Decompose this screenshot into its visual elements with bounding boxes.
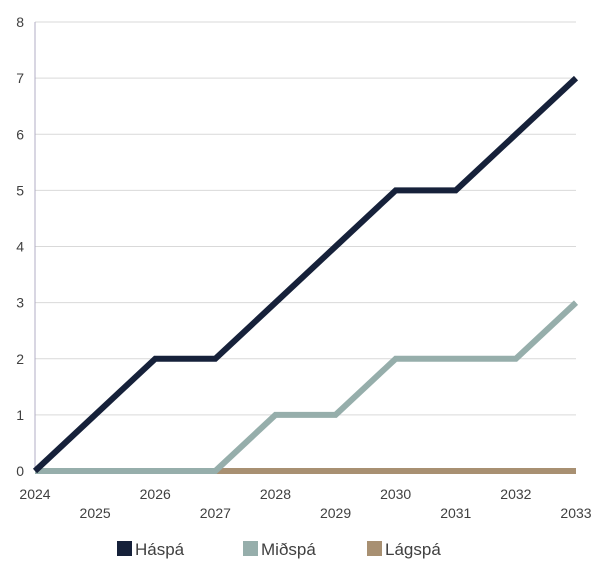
legend-swatch: [243, 541, 258, 556]
x-tick-label: 2026: [140, 486, 171, 502]
x-tick-label: 2024: [19, 486, 50, 502]
legend-label: Háspá: [135, 540, 185, 559]
y-tick-label: 5: [16, 182, 24, 198]
y-tick-label: 2: [16, 351, 24, 367]
legend-swatch: [367, 541, 382, 556]
series-line-1: [32, 75, 579, 474]
y-tick-label: 3: [16, 295, 24, 311]
x-tick-label: 2028: [260, 486, 291, 502]
x-tick-label: 2027: [200, 505, 231, 521]
y-tick-label: 0: [16, 463, 24, 479]
x-tick-label: 2033: [560, 505, 591, 521]
x-tick-label: 2025: [80, 505, 111, 521]
x-tick-label: 2030: [380, 486, 411, 502]
x-tick-label: 2032: [500, 486, 531, 502]
x-tick-label: 2029: [320, 505, 351, 521]
legend-swatch: [117, 541, 132, 556]
y-tick-label: 1: [16, 407, 24, 423]
y-tick-label: 8: [16, 14, 24, 30]
series-line-2: [35, 300, 579, 474]
legend-label: Miðspá: [261, 540, 316, 559]
x-tick-label: 2031: [440, 505, 471, 521]
y-tick-label: 7: [16, 70, 24, 86]
legend: Háspá Miðspá Lágspá: [117, 540, 441, 559]
gridlines: [35, 21, 576, 416]
series-lines: [32, 75, 579, 474]
x-tick-labels: 2024 2025 2026 2027 2028 2029 2030 2031 2032 2033: [19, 486, 591, 521]
y-tick-label: 6: [16, 126, 24, 142]
y-tick-label: 4: [16, 239, 24, 255]
y-tick-labels: 0 1 2 3 4 5 6 7 8: [16, 14, 24, 479]
legend-label: Lágspá: [385, 540, 441, 559]
